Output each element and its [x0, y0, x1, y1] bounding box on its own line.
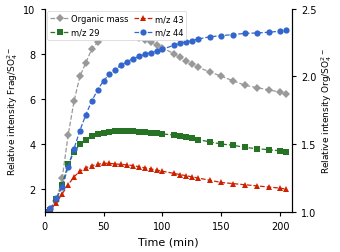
Y-axis label: Relative intensity Org/SO$_4^{2-}$: Relative intensity Org/SO$_4^{2-}$	[320, 48, 335, 173]
Legend: Organic mass, m/z 29, m/z 43, m/z 44: Organic mass, m/z 29, m/z 43, m/z 44	[47, 12, 187, 41]
Y-axis label: Relative intensity Frag/SO$_4^{2-}$: Relative intensity Frag/SO$_4^{2-}$	[5, 46, 20, 175]
X-axis label: Time (min): Time (min)	[138, 237, 199, 246]
